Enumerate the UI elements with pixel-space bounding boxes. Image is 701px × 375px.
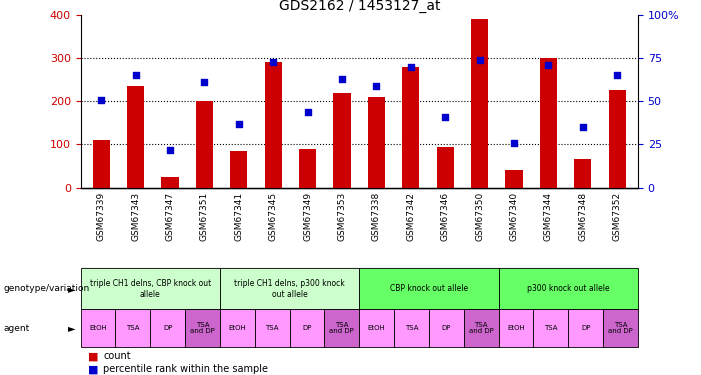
Point [95,96,107,102]
Bar [603,309,638,347]
Text: TSA
and DP: TSA and DP [329,322,354,334]
Bar [220,309,254,347]
Text: GSM67349: GSM67349 [303,192,312,241]
Text: DP: DP [302,325,312,331]
Point [199,79,210,85]
Bar [505,170,523,188]
Text: TSA: TSA [404,325,418,331]
Bar [540,58,557,188]
Text: TSA: TSA [266,325,279,331]
Point [336,76,348,82]
Text: TSA
and DP: TSA and DP [190,322,215,334]
Bar [437,147,454,188]
Title: GDS2162 / 1453127_at: GDS2162 / 1453127_at [278,0,440,13]
Text: GSM67343: GSM67343 [131,192,140,241]
Text: GSM67341: GSM67341 [234,192,243,241]
Text: DP: DP [442,325,451,331]
Text: EtOH: EtOH [368,325,386,331]
Text: GSM67348: GSM67348 [578,192,587,241]
Text: CBP knock out allele: CBP knock out allele [390,284,468,293]
Point [130,72,142,78]
Point [577,124,588,130]
Point [508,140,519,146]
Text: DP: DP [581,325,590,331]
Text: EtOH: EtOH [89,325,107,331]
Text: DP: DP [163,325,172,331]
Bar [81,309,116,347]
Bar [368,97,385,188]
Point [233,121,245,127]
Bar [265,62,282,188]
Text: GSM67352: GSM67352 [613,192,622,241]
Bar [608,90,626,188]
Point [371,83,382,89]
Text: GSM67345: GSM67345 [268,192,278,241]
Bar [254,309,290,347]
Bar [150,309,185,347]
Bar [299,149,316,188]
Text: percentile rank within the sample: percentile rank within the sample [103,364,268,374]
Point [440,114,451,120]
Point [268,58,279,64]
Point [302,109,313,115]
Text: GSM67340: GSM67340 [510,192,519,241]
Bar [230,151,247,188]
Bar [402,67,419,188]
Bar [359,309,394,347]
Bar [196,101,213,188]
Bar [116,309,150,347]
Bar [394,309,429,347]
Text: genotype/variation: genotype/variation [4,284,90,293]
Bar [127,86,144,188]
Bar [220,268,359,309]
Text: TSA
and DP: TSA and DP [608,322,633,334]
Text: TSA: TSA [544,325,557,331]
Bar [325,309,359,347]
Text: GSM67338: GSM67338 [372,192,381,241]
Point [543,62,554,68]
Bar [464,309,498,347]
Text: GSM67339: GSM67339 [97,192,106,241]
Text: GSM67342: GSM67342 [407,192,416,240]
Bar [574,159,592,188]
Bar [359,268,498,309]
Text: GSM67350: GSM67350 [475,192,484,241]
Text: GSM67346: GSM67346 [441,192,450,241]
Text: triple CH1 delns, CBP knock out
allele: triple CH1 delns, CBP knock out allele [90,279,211,299]
Text: EtOH: EtOH [229,325,246,331]
Point [474,57,485,63]
Text: GSM67351: GSM67351 [200,192,209,241]
Text: p300 knock out allele: p300 knock out allele [527,284,610,293]
Text: count: count [103,351,130,361]
Bar [569,309,603,347]
Bar [471,19,489,188]
Bar [161,177,179,188]
Text: ►: ► [67,323,75,333]
Bar [185,309,220,347]
Text: ■: ■ [88,364,98,374]
Bar [290,309,325,347]
Bar [429,309,464,347]
Text: GSM67353: GSM67353 [338,192,346,241]
Text: ►: ► [67,284,75,294]
Bar [93,140,110,188]
Bar [498,309,533,347]
Bar [533,309,569,347]
Text: EtOH: EtOH [507,325,525,331]
Point [612,72,623,78]
Text: TSA: TSA [126,325,139,331]
Text: ■: ■ [88,351,98,361]
Bar [81,268,220,309]
Bar [498,268,638,309]
Text: TSA
and DP: TSA and DP [469,322,494,334]
Text: GSM67344: GSM67344 [544,192,553,240]
Point [405,64,416,70]
Text: GSM67347: GSM67347 [165,192,175,241]
Bar [334,93,350,188]
Text: triple CH1 delns, p300 knock
out allele: triple CH1 delns, p300 knock out allele [234,279,345,299]
Point [165,147,176,153]
Text: agent: agent [4,324,29,333]
